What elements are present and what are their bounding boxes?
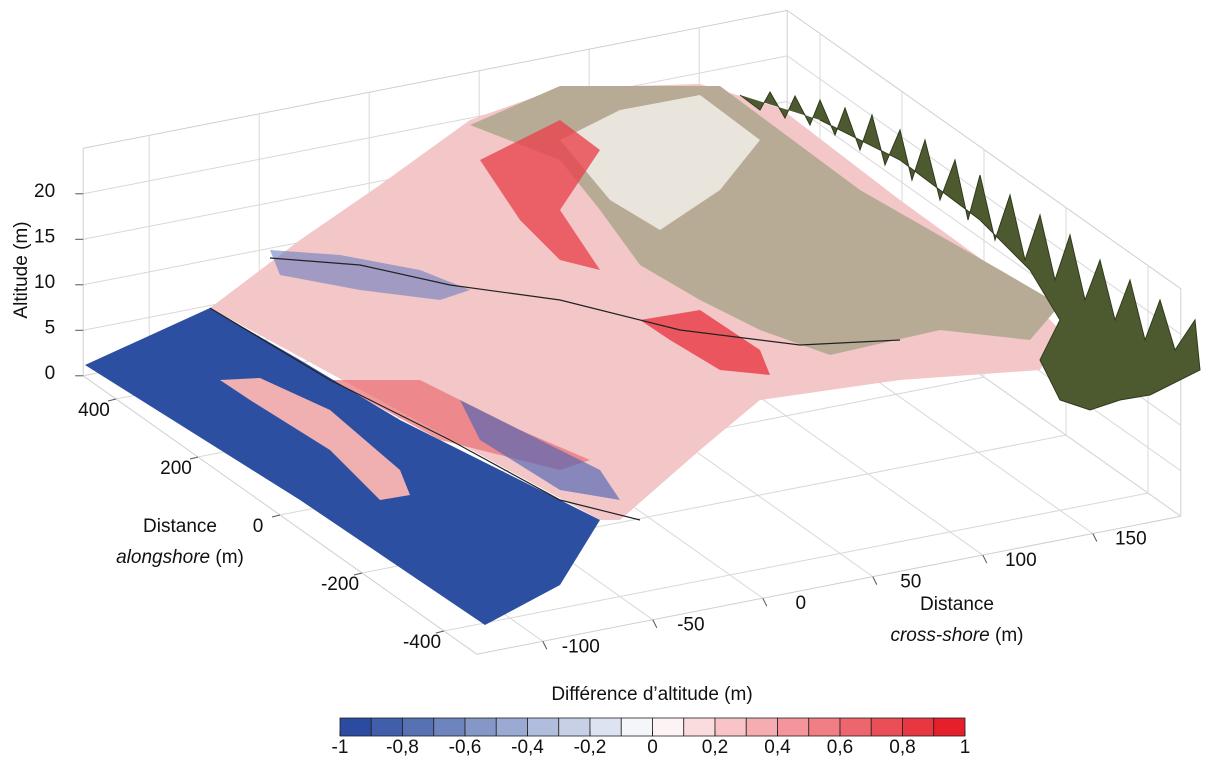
tick-mark: [982, 554, 988, 564]
colorbar-segment: [933, 717, 966, 737]
surface-blue: [85, 308, 600, 625]
colorbar-segment: [870, 717, 903, 737]
tick-mark: [107, 398, 117, 402]
surface-blue-band: [270, 250, 470, 300]
colorbar-tick-label: -0,8: [386, 737, 419, 758]
colorbar-tick-label: -0,2: [574, 737, 607, 758]
surface-white: [560, 95, 760, 230]
y-tick-label: 150: [1115, 529, 1147, 550]
colorbar-segment: [433, 717, 466, 737]
colorbar-tick-label: 0,6: [827, 737, 853, 758]
colorbar-segment: [714, 717, 747, 737]
colorbar-segment: [464, 717, 497, 737]
vegetation: [739, 90, 1201, 411]
tick-mark: [542, 641, 548, 650]
z-tick-label: 20: [34, 181, 55, 202]
surface-red: [640, 310, 770, 375]
colorbar: -1 -0,8 -0,6 -0,4 -0,2 0 0,2 0,4 0,6 0,8 1: [332, 717, 971, 758]
x-axis-title: Distance: [143, 516, 217, 537]
box-edge: [476, 515, 1181, 655]
tick-mark: [872, 576, 878, 585]
colorbar-tick-label: 1: [960, 737, 971, 758]
colorbar-segment: [683, 717, 716, 737]
colorbar-segment: [745, 717, 778, 737]
colorbar-tick-label: 0,4: [764, 737, 791, 758]
y-axis-title: cross-shore (m): [890, 625, 1023, 646]
colorbar-tick-label: -1: [332, 737, 349, 758]
colorbar-segment: [902, 717, 935, 737]
y-axis-title-unit: (m): [995, 625, 1023, 646]
x-tick-label: -400: [403, 632, 441, 653]
colorbar-segment: [495, 717, 528, 737]
colorbar-segment: [620, 717, 653, 737]
x-tick-label: 0: [253, 516, 264, 537]
z-axis-title: Altitude (m): [11, 221, 32, 318]
colorbar-segment: [839, 717, 872, 737]
grid-line: [83, 55, 788, 195]
colorbar-tick-label: -0,4: [511, 737, 544, 758]
z-tick-label: 15: [34, 226, 55, 247]
colorbar-segment: [370, 717, 403, 737]
tick-mark: [652, 619, 658, 628]
colorbar-tick-label: 0: [647, 737, 658, 758]
colorbar-segment: [808, 717, 841, 737]
colorbar-segment: [558, 717, 591, 737]
surface-blue-band: [460, 400, 620, 500]
z-tick-label: 0: [45, 363, 56, 384]
colorbar-title: Différence d’altitude (m): [551, 684, 752, 705]
x-axis-title-italic: alongshore: [116, 547, 210, 568]
box-edge: [83, 9, 788, 149]
x-tick-label: 200: [160, 458, 192, 479]
tick-mark: [189, 456, 199, 460]
colorbar-segment: [339, 717, 372, 737]
tick-mark: [1092, 533, 1098, 542]
surface-pink-ridge: [220, 378, 410, 500]
colorbar-tick-label: 0,8: [889, 737, 915, 758]
y-tick-label: 50: [900, 572, 921, 593]
y-tick-label: -100: [562, 636, 600, 657]
y-axis-title: Distance: [920, 594, 994, 615]
x-tick-label: -200: [321, 574, 359, 595]
x-axis-title-unit: (m): [215, 547, 243, 568]
colorbar-segment: [777, 717, 810, 737]
tick-mark: [271, 514, 281, 518]
x-tick-label: 400: [78, 400, 110, 421]
tick-mark: [762, 597, 768, 607]
colorbar-tick-label: 0,2: [702, 737, 728, 758]
y-tick-label: 100: [1005, 550, 1037, 571]
tick-mark: [353, 572, 363, 576]
z-tick-label: 5: [45, 317, 56, 338]
tick-mark: [435, 630, 445, 634]
shoreline: [209, 307, 641, 521]
colorbar-segment: [589, 717, 622, 737]
surface-red: [480, 120, 600, 270]
y-tick-label: -50: [677, 615, 704, 636]
grid-line: [443, 492, 1149, 632]
y-tick-label: 0: [796, 593, 807, 614]
colorbar-segment: [527, 717, 560, 737]
colorbar-tick-label: -0,6: [449, 737, 482, 758]
x-axis-title: alongshore (m): [116, 547, 244, 568]
contour: [269, 257, 901, 346]
colorbar-segment: [402, 717, 435, 737]
surface: [85, 84, 1201, 625]
z-tick-label: 10: [34, 272, 55, 293]
y-axis-title-italic: cross-shore: [890, 625, 989, 646]
colorbar-segment: [652, 717, 685, 737]
